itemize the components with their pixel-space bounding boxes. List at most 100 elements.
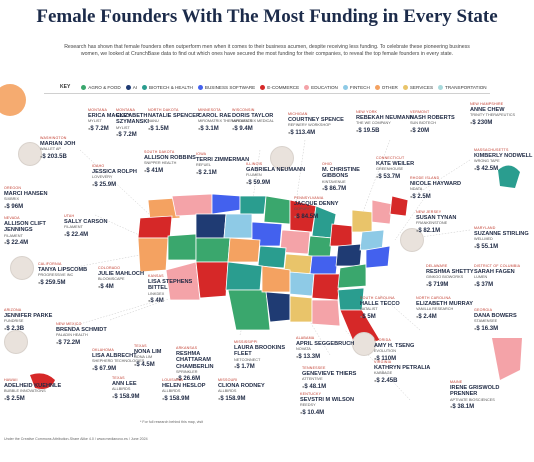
founder-funding: $ 59.9M	[246, 179, 306, 187]
founder-funding: $ 37M	[474, 281, 534, 289]
founder-funding: $ 2.3B	[4, 325, 64, 333]
founder-funding: $ 96M	[4, 203, 64, 211]
founder-funding: $ 42.5M	[474, 165, 534, 173]
legend-swatch	[304, 84, 310, 90]
founder-name: Nona Lim	[134, 349, 162, 356]
founder-name: Kathryn Petralia	[374, 365, 431, 372]
avatar	[270, 146, 294, 170]
avatar	[352, 332, 376, 356]
founder-company: Mylist	[116, 125, 130, 130]
founder-card-sd: South Dakota Allison Robbins Snipper Healt…	[144, 150, 204, 175]
founder-company: Vanilla Research	[416, 307, 454, 312]
founder-funding: $ 7.2M	[88, 125, 148, 133]
founder-state: Wisconsin	[232, 108, 255, 112]
founder-name: Gabriela Neumann	[246, 167, 306, 174]
founder-card-nv: NevadaAllison Clift JenningsFilament$ 22…	[4, 216, 64, 247]
legend-swatch	[342, 84, 348, 90]
avatar	[10, 256, 34, 280]
founder-company: Aptivate Biosciences	[450, 397, 495, 402]
founder-company: Ginkgo Bioworks	[426, 275, 464, 280]
founder-card-id: IdahoJessica RolphLovevery$ 25.9M	[92, 164, 152, 189]
founder-state: South Carolina	[360, 296, 395, 300]
founder-state: New Mexico	[56, 322, 82, 326]
founder-card-nd: North DakotaNatalie SpencerNanu$ 1.5M	[148, 108, 208, 133]
founder-company: Wallet Ap	[40, 147, 61, 152]
founder-funding: $ 25.9M	[92, 181, 152, 189]
founder-funding: $ 2.5M	[4, 395, 64, 403]
founder-company: Allbirds	[218, 389, 237, 394]
founder-name: Cliona Rodney	[218, 383, 265, 390]
founder-funding: $ 3.1M	[198, 125, 258, 133]
founder-company: Allbirds	[112, 387, 131, 392]
legend-label: FINTECH	[349, 84, 370, 90]
founder-state: Connecticut	[376, 156, 405, 160]
founder-name: Allison Clift Jennings	[4, 221, 46, 234]
founder-funding: $ 2.45B	[374, 377, 434, 385]
founder-funding: $ 67.9M	[92, 365, 152, 373]
founder-funding: $ 86.7M	[322, 185, 382, 193]
founder-funding: $ 22.4M	[4, 239, 64, 247]
founder-state: Missouri	[218, 378, 238, 382]
founder-card-or: OregonMarci HansenSixbrix$ 96M	[4, 186, 64, 211]
founder-state: Texas	[112, 376, 125, 380]
founder-company: Sun Biotech	[410, 121, 436, 126]
founder-card-ks: KansasLisa Stephens BittelLinkdex$ 4M	[148, 274, 208, 305]
founder-funding: $ 19.5B	[356, 127, 416, 135]
founder-name: Julie Mahloch	[98, 271, 144, 278]
founder-card-md: MarylandSuzanne StirlingWellmed$ 55.1M	[474, 226, 534, 251]
divider	[44, 93, 490, 94]
founder-name: Elizabeth Murray	[416, 301, 473, 308]
founder-card-fl: FloridaAmy H. TsengEvolution$ 110M	[374, 338, 434, 363]
founder-card-mi: Michigan Courtney Spence Refinery Workshop…	[288, 112, 348, 137]
founder-funding: $ 1.7M	[234, 363, 294, 371]
founder-state: Washington	[40, 136, 67, 140]
founder-state: Louisiana	[162, 378, 183, 382]
founder-name: Sevstri M Wilson	[300, 397, 355, 404]
founder-card-mo: MissouriCliona RodneyAllbirds$ 158.9M	[218, 378, 278, 403]
founder-company: Allbirds	[162, 389, 181, 394]
founder-funding: $ 1.5M	[148, 125, 208, 133]
founder-name: Helen Heslop	[162, 383, 206, 390]
founder-company: Novata	[296, 347, 311, 352]
founder-company: Linkdex	[148, 291, 165, 296]
founder-company: Natalist	[360, 307, 378, 312]
founder-name: Reshma Chattaram Chamberlin	[176, 351, 214, 370]
avatar	[4, 330, 28, 354]
founder-funding: $ 259.5M	[38, 279, 98, 287]
founder-company: Trinity Therapeutics	[470, 113, 516, 118]
founder-name: Erica Mackey	[88, 113, 131, 120]
founder-company: Nanu	[148, 119, 159, 124]
founder-funding: $ 48.1M	[302, 383, 362, 391]
legend-item: BUSINESS SOFTWARE	[197, 84, 255, 90]
founder-card-tx2: TexasAnn LeeAllbirds$ 158.9M	[112, 376, 172, 401]
founder-state: Massachusetts	[474, 148, 509, 152]
founder-state: Tennessee	[302, 366, 326, 370]
founder-company: Miromatrix Therapeutics	[198, 119, 253, 124]
founder-state: Idaho	[92, 164, 105, 168]
founder-company: Greenhouse	[376, 167, 404, 172]
founder-funding: $ 4M	[98, 283, 158, 291]
legend-swatch	[374, 84, 380, 90]
founder-funding: $ 719M	[426, 281, 486, 289]
founder-funding: $ 113.4M	[288, 129, 348, 137]
founder-state: Illinois	[246, 162, 263, 166]
founder-funding: $ 22.4M	[64, 231, 124, 239]
legend-key-label: KEY	[60, 84, 71, 90]
founder-funding: $ 10.4M	[300, 409, 360, 417]
founder-company: Netconnect	[234, 357, 261, 362]
founder-company: Ndata	[410, 187, 423, 192]
founder-card-wi: WisconsinDoris TaylorMiromatrix Medical$…	[232, 108, 292, 133]
founder-funding: $ 55.1M	[474, 243, 534, 251]
legend-item: OTHER	[374, 84, 398, 90]
founder-card-pa: PennsylvaniaJacque DennyGopuff$ 84.5M	[294, 196, 354, 221]
founder-state: Virginia	[374, 360, 392, 364]
founder-state: Nevada	[4, 216, 20, 220]
legend-label: TRANSPORTATION	[445, 84, 487, 90]
founder-company: Sprinkler	[176, 369, 198, 374]
founder-funding: $ 7.2M	[116, 131, 176, 139]
legend-swatch	[260, 84, 266, 90]
founder-card-ia: IowaTerri ZimmermanRefuel$ 2.1M	[196, 152, 256, 177]
founder-state: Rhode Island	[410, 176, 440, 180]
founder-name: Laura Brookins Fleet	[234, 345, 286, 358]
founder-state: District of Columbia	[474, 264, 521, 268]
